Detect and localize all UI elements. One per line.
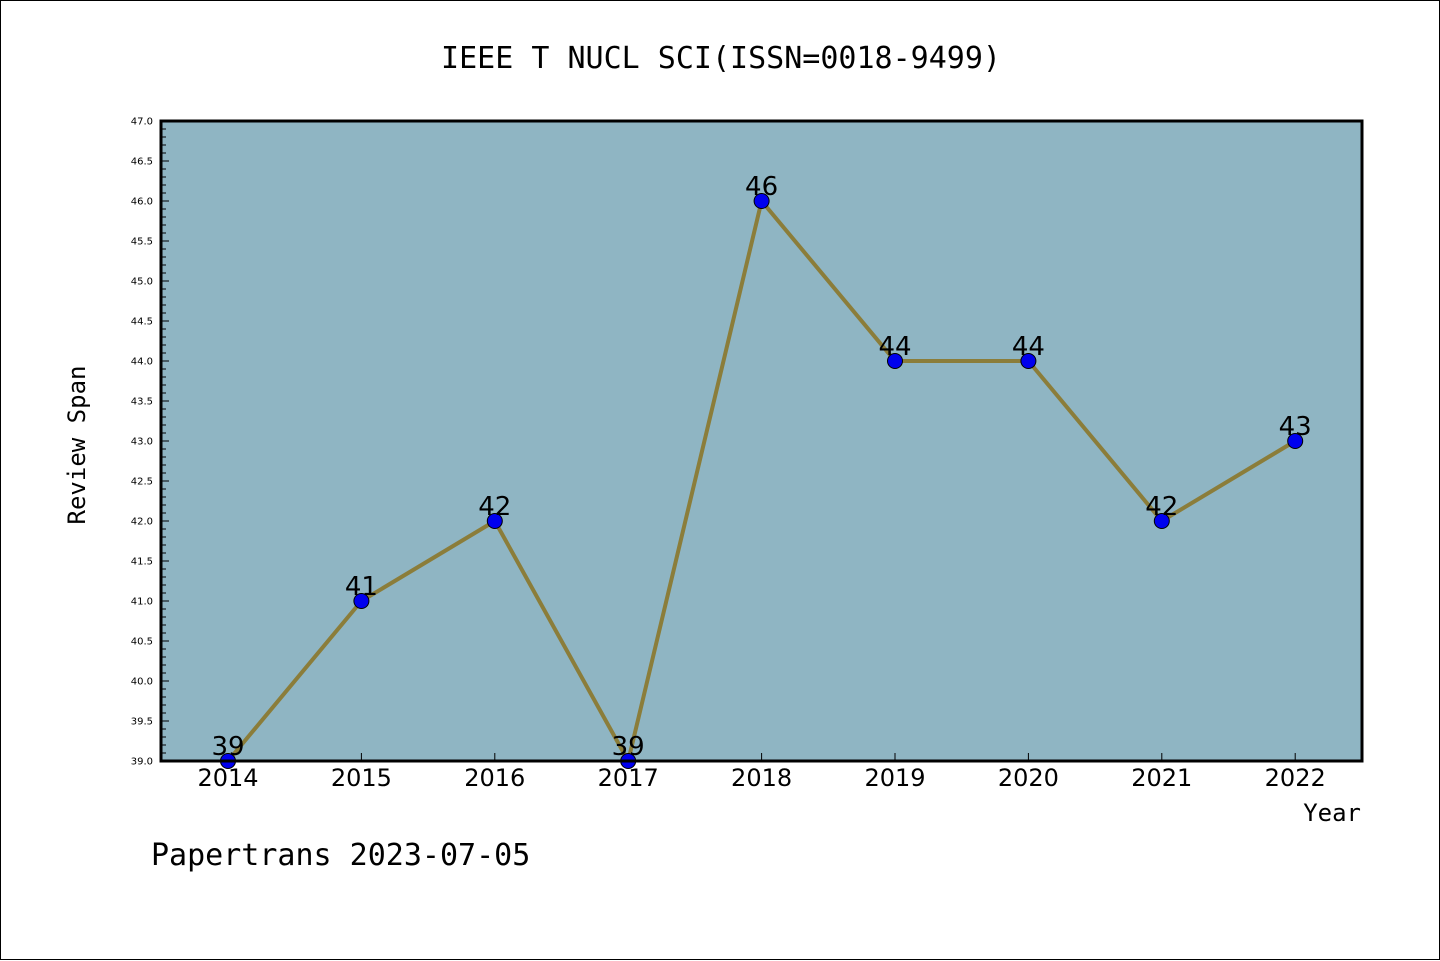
data-label: 43: [1279, 412, 1312, 442]
y-tick-label: 43.0: [131, 437, 153, 448]
y-tick-label: 43.5: [131, 397, 153, 408]
y-tick-label: 45.5: [131, 237, 153, 248]
x-tick-label: 2020: [998, 764, 1059, 792]
plot-border: [159, 119, 1364, 763]
y-tick-label: 40.5: [131, 637, 153, 648]
y-tick-label: 41.5: [131, 557, 153, 568]
plot-area: [161, 121, 1362, 761]
data-label: 39: [612, 732, 645, 762]
data-point: [486, 513, 503, 529]
y-tick-label: 45.0: [131, 277, 153, 288]
y-tick-label: 47.0: [131, 117, 153, 128]
data-point: [887, 353, 903, 369]
y-tick-label: 42.0: [131, 517, 153, 528]
x-tick-label: 2019: [864, 764, 925, 792]
data-label: 44: [1012, 332, 1045, 362]
y-axis-label: Review Span: [63, 366, 91, 525]
data-label: 44: [878, 332, 911, 362]
y-tick-label: 42.5: [131, 477, 153, 488]
series-layer: [220, 193, 1304, 769]
y-tick-label: 40.0: [131, 677, 153, 688]
y-tick-label: 41.0: [131, 597, 153, 608]
data-label: 42: [478, 492, 511, 522]
x-tick-label: 2022: [1265, 764, 1326, 792]
y-tick-label: 39.0: [131, 757, 153, 768]
x-axis-ticks: 2014 2015 2016 2017 2018 2019 2020 2021 2022: [197, 753, 1326, 792]
data-label: 41: [345, 572, 378, 602]
data-label: 39: [211, 732, 244, 762]
data-point: [753, 193, 770, 209]
y-tick-label: 44.5: [131, 317, 153, 328]
x-tick-label: 2021: [1131, 764, 1192, 792]
data-point: [1287, 433, 1304, 449]
data-labels-layer: 39 41 42 39 46 44 44 42 43: [211, 172, 1311, 762]
data-point: [1020, 353, 1037, 369]
x-tick-label: 2018: [731, 764, 792, 792]
data-point: [1153, 513, 1170, 529]
y-tick-label: 39.5: [131, 717, 153, 728]
data-point: [353, 593, 370, 609]
x-tick-label: 2015: [331, 764, 392, 792]
footer-credit: Papertrans 2023-07-05: [151, 838, 530, 873]
data-label: 42: [1145, 492, 1178, 522]
y-tick-label: 44.0: [131, 357, 153, 368]
x-tick-label: 2016: [464, 764, 525, 792]
data-label: 46: [745, 172, 778, 202]
y-tick-label: 46.5: [131, 157, 153, 168]
x-axis-label: Year: [1303, 799, 1361, 827]
y-tick-label: 46.0: [131, 197, 153, 208]
chart-title: IEEE T NUCL SCI(ISSN=0018-9499): [441, 41, 1001, 76]
